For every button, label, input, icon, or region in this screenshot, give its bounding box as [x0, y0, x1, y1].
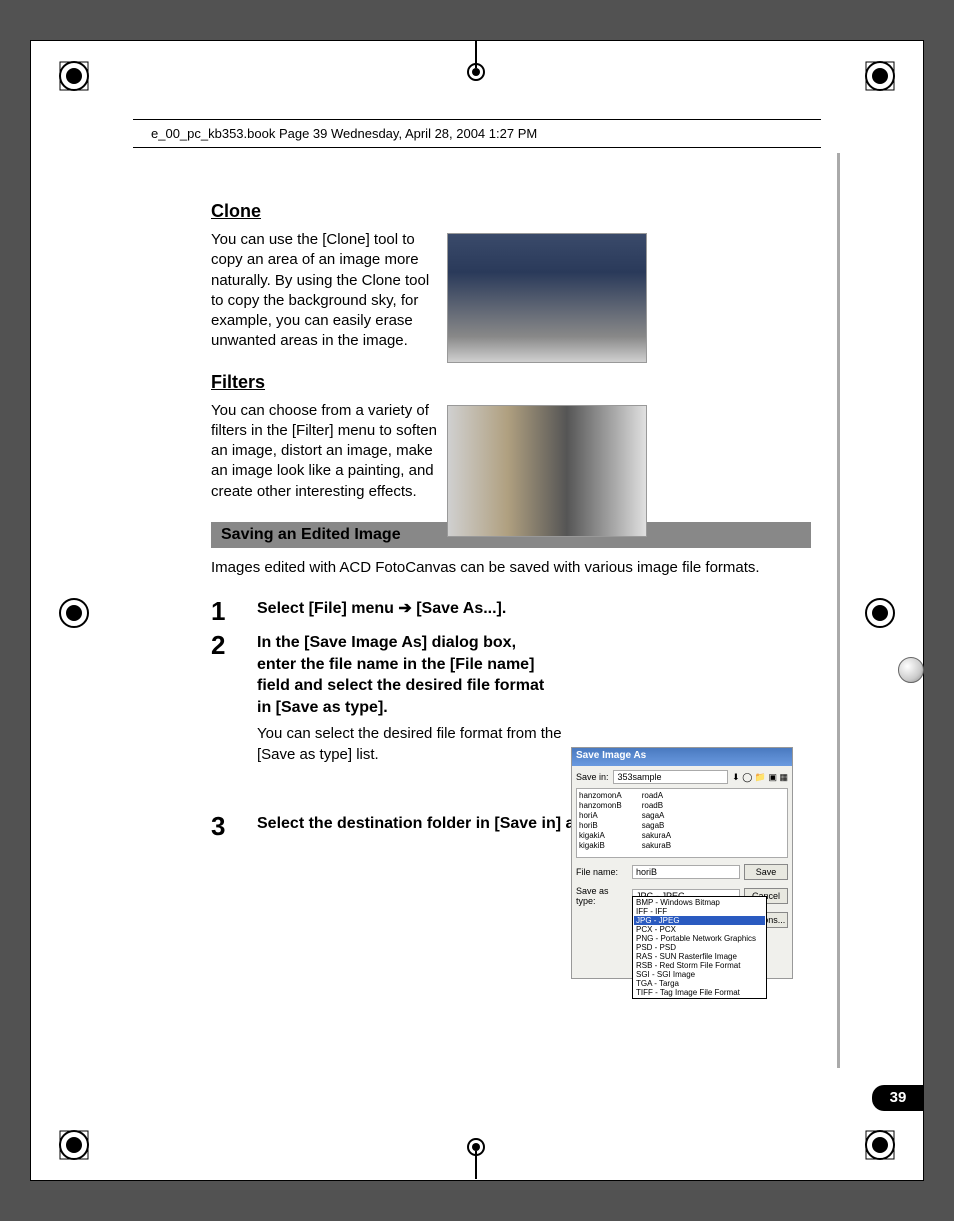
page-number: 39	[872, 1085, 924, 1111]
printer-mark-icon	[862, 1127, 898, 1163]
dropdown-item[interactable]: RSB - Red Storm File Format	[634, 961, 765, 970]
dropdown-item-selected[interactable]: JPG - JPEG	[634, 916, 765, 925]
header-rule-bottom	[133, 147, 821, 148]
dialog-toolbar-icons[interactable]: ⬇ ◯ 📁 ▣ ▦	[732, 772, 788, 783]
step-plain-text: You can select the desired file format f…	[257, 724, 567, 765]
dropdown-item[interactable]: RAS - SUN Rasterfile Image	[634, 952, 765, 961]
file-item[interactable]: roadA	[642, 791, 671, 800]
file-item[interactable]: sagaB	[642, 821, 671, 830]
dialog-savein-row: Save in: 353sample ⬇ ◯ 📁 ▣ ▦	[576, 770, 788, 784]
file-item[interactable]: sagaA	[642, 811, 671, 820]
file-column: hanzomonA hanzomonB horiA horiB kigakiA …	[579, 791, 622, 855]
printer-center-mark-icon	[460, 1137, 492, 1179]
file-item[interactable]: roadB	[642, 801, 671, 810]
step-number: 2	[211, 632, 257, 658]
filters-screenshot	[447, 405, 647, 537]
dialog-savein-label: Save in:	[576, 772, 609, 782]
thumb-tab-icon	[898, 657, 924, 683]
save-intro: Images edited with ACD FotoCanvas can be…	[211, 558, 811, 578]
file-item[interactable]: kigakiA	[579, 831, 622, 840]
filters-body: You can choose from a variety of filters…	[211, 401, 441, 502]
dialog-savein-field[interactable]: 353sample	[613, 770, 729, 784]
file-item[interactable]: sakuraA	[642, 831, 671, 840]
dropdown-item[interactable]: IFF - IFF	[634, 907, 765, 916]
dropdown-item[interactable]: TGA - Targa	[634, 979, 765, 988]
step-number: 1	[211, 598, 257, 624]
file-item[interactable]: horiA	[579, 811, 622, 820]
step-bold-text: In the [Save Image As] dialog box, enter…	[257, 632, 557, 718]
printer-center-mark-icon	[460, 40, 492, 82]
dropdown-item[interactable]: SGI - SGI Image	[634, 970, 765, 979]
step-content: Select [File] menu ➔ [Save As...].	[257, 598, 811, 620]
printer-mark-icon	[56, 595, 92, 631]
dialog-save-button[interactable]: Save	[744, 864, 788, 880]
dialog-type-dropdown[interactable]: BMP - Windows Bitmap IFF - IFF JPG - JPE…	[632, 896, 767, 999]
step-row-2: 2 In the [Save Image As] dialog box, ent…	[211, 632, 811, 765]
clone-screenshot	[447, 233, 647, 363]
dropdown-item[interactable]: PNG - Portable Network Graphics	[634, 934, 765, 943]
dropdown-item[interactable]: PSD - PSD	[634, 943, 765, 952]
file-item[interactable]: hanzomonA	[579, 791, 622, 800]
file-item[interactable]: sakuraB	[642, 841, 671, 850]
clone-body: You can use the [Clone] tool to copy an …	[211, 230, 441, 352]
side-strip	[837, 153, 840, 1068]
dropdown-item[interactable]: BMP - Windows Bitmap	[634, 898, 765, 907]
dialog-filelist[interactable]: hanzomonA hanzomonB horiA horiB kigakiA …	[576, 788, 788, 858]
save-dialog-screenshot: Save Image As Save in: 353sample ⬇ ◯ 📁 ▣…	[571, 747, 793, 979]
dropdown-item[interactable]: TIFF - Tag Image File Format	[634, 988, 765, 997]
dialog-filename-row: File name: horiB Save	[576, 864, 788, 880]
dialog-filename-label: File name:	[576, 867, 628, 877]
step-bold-text: Select [File] menu ➔ [Save As...].	[257, 598, 811, 620]
header-rule-top	[133, 119, 821, 120]
file-item[interactable]: kigakiB	[579, 841, 622, 850]
filters-title: Filters	[211, 372, 811, 393]
page-container: e_00_pc_kb353.book Page 39 Wednesday, Ap…	[30, 40, 924, 1181]
clone-title: Clone	[211, 201, 811, 222]
printer-mark-icon	[56, 58, 92, 94]
printer-mark-icon	[56, 1127, 92, 1163]
dialog-savetype-label: Save as type:	[576, 886, 628, 906]
step-content: In the [Save Image As] dialog box, enter…	[257, 632, 811, 765]
file-column: roadA roadB sagaA sagaB sakuraA sakuraB	[642, 791, 671, 855]
dropdown-item[interactable]: PCX - PCX	[634, 925, 765, 934]
printer-mark-icon	[862, 58, 898, 94]
file-item[interactable]: hanzomonB	[579, 801, 622, 810]
header-text: e_00_pc_kb353.book Page 39 Wednesday, Ap…	[151, 126, 537, 141]
dialog-body: Save in: 353sample ⬇ ◯ 📁 ▣ ▦ hanzomonA h…	[572, 766, 792, 978]
dialog-titlebar: Save Image As	[572, 748, 792, 766]
file-item[interactable]: horiB	[579, 821, 622, 830]
dialog-filename-input[interactable]: horiB	[632, 865, 740, 879]
printer-mark-icon	[862, 595, 898, 631]
step-number: 3	[211, 813, 257, 839]
step-row-1: 1 Select [File] menu ➔ [Save As...].	[211, 598, 811, 624]
